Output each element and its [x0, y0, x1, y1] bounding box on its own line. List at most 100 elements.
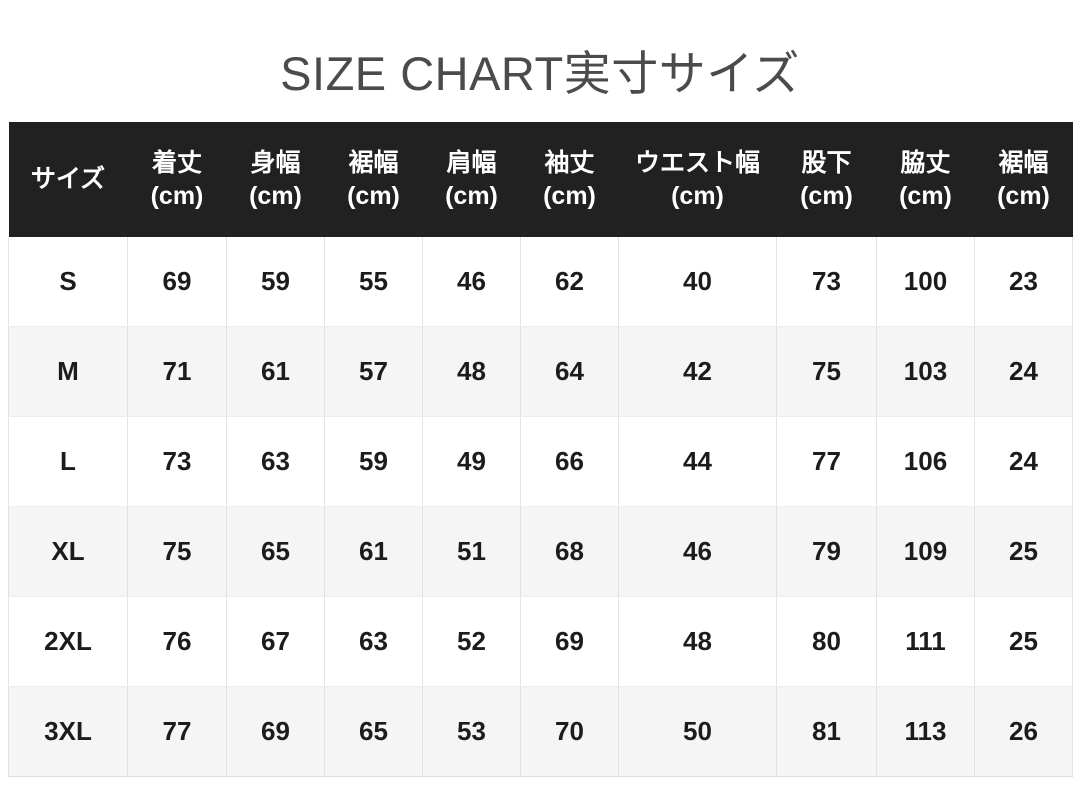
measurement-cell: 66 — [520, 416, 619, 507]
measurement-cell: 69 — [520, 596, 619, 687]
measurement-cell: 77 — [776, 416, 877, 507]
measurement-cell: 67 — [226, 596, 325, 687]
size-chart-table-wrapper: サイズ 着丈 (cm) 身幅 (cm) 裾幅 (cm) 肩幅 (cm) 袖丈 (cm) ウエスト幅 (c… — [8, 122, 1073, 777]
measurement-cell: 111 — [876, 596, 975, 687]
measurement-cell: 50 — [618, 686, 777, 777]
measurement-cell: 81 — [776, 686, 877, 777]
measurement-cell: 71 — [127, 326, 227, 417]
size-label-cell: M — [8, 326, 128, 417]
measurement-cell: 100 — [876, 237, 975, 327]
column-header-3: 裾幅 (cm) — [324, 122, 423, 237]
size-chart-table: サイズ 着丈 (cm) 身幅 (cm) 裾幅 (cm) 肩幅 (cm) 袖丈 (cm) ウエスト幅 (c… — [8, 122, 1073, 777]
column-header-label: 袖丈 — [544, 148, 595, 177]
table-header: サイズ 着丈 (cm) 身幅 (cm) 裾幅 (cm) 肩幅 (cm) 袖丈 (cm) ウエスト幅 (c… — [8, 122, 1073, 237]
measurement-cell: 48 — [422, 326, 521, 417]
table-row: L 73 63 59 49 66 44 77 106 24 — [8, 416, 1073, 507]
measurement-cell: 75 — [127, 506, 227, 597]
column-header-unit: (cm) — [347, 181, 400, 210]
column-header-8: 脇丈 (cm) — [876, 122, 975, 237]
table-row: M 71 61 57 48 64 42 75 103 24 — [8, 326, 1073, 417]
column-header-1: 着丈 (cm) — [127, 122, 227, 237]
measurement-cell: 80 — [776, 596, 877, 687]
measurement-cell: 61 — [324, 506, 423, 597]
table-row: XL 75 65 61 51 68 46 79 109 25 — [8, 506, 1073, 597]
measurement-cell: 109 — [876, 506, 975, 597]
column-header-unit: (cm) — [800, 181, 853, 210]
measurement-cell: 57 — [324, 326, 423, 417]
measurement-cell: 65 — [226, 506, 325, 597]
column-header-label: 裾幅 — [998, 148, 1049, 177]
measurement-cell: 79 — [776, 506, 877, 597]
column-header-label: 股下 — [801, 148, 852, 177]
measurement-cell: 40 — [618, 237, 777, 327]
column-header-unit: (cm) — [249, 181, 302, 210]
column-header-label: 裾幅 — [348, 148, 399, 177]
column-header-unit: (cm) — [899, 181, 952, 210]
column-header-label: 脇丈 — [900, 148, 951, 177]
measurement-cell: 65 — [324, 686, 423, 777]
column-header-6: ウエスト幅 (cm) — [618, 122, 777, 237]
column-header-9: 裾幅 (cm) — [974, 122, 1073, 237]
measurement-cell: 24 — [974, 326, 1073, 417]
column-header-5: 袖丈 (cm) — [520, 122, 619, 237]
column-header-unit: (cm) — [543, 181, 596, 210]
column-header-label: 肩幅 — [446, 148, 497, 177]
table-row: S 69 59 55 46 62 40 73 100 23 — [8, 237, 1073, 327]
measurement-cell: 26 — [974, 686, 1073, 777]
measurement-cell: 106 — [876, 416, 975, 507]
measurement-cell: 75 — [776, 326, 877, 417]
measurement-cell: 42 — [618, 326, 777, 417]
measurement-cell: 70 — [520, 686, 619, 777]
table-header-row: サイズ 着丈 (cm) 身幅 (cm) 裾幅 (cm) 肩幅 (cm) 袖丈 (cm) ウエスト幅 (c… — [8, 122, 1073, 237]
measurement-cell: 61 — [226, 326, 325, 417]
column-header-7: 股下 (cm) — [776, 122, 877, 237]
measurement-cell: 59 — [324, 416, 423, 507]
measurement-cell: 68 — [520, 506, 619, 597]
column-header-2: 身幅 (cm) — [226, 122, 325, 237]
measurement-cell: 25 — [974, 506, 1073, 597]
size-label-cell: XL — [8, 506, 128, 597]
measurement-cell: 24 — [974, 416, 1073, 507]
measurement-cell: 73 — [127, 416, 227, 507]
column-header-label: ウエスト幅 — [634, 148, 760, 177]
column-header-unit: (cm) — [997, 181, 1050, 210]
measurement-cell: 55 — [324, 237, 423, 327]
column-header-label: 着丈 — [151, 148, 202, 177]
column-header-label: サイズ — [30, 165, 106, 193]
size-label-cell: S — [8, 237, 128, 327]
column-header-unit: (cm) — [150, 181, 204, 210]
measurement-cell: 64 — [520, 326, 619, 417]
page-title: SIZE CHART実寸サイズ — [280, 47, 800, 100]
measurement-cell: 69 — [127, 237, 227, 327]
measurement-cell: 53 — [422, 686, 521, 777]
table-row: 3XL 77 69 65 53 70 50 81 113 26 — [8, 686, 1073, 777]
measurement-cell: 76 — [127, 596, 227, 687]
measurement-cell: 103 — [876, 326, 975, 417]
measurement-cell: 63 — [226, 416, 325, 507]
measurement-cell: 62 — [520, 237, 619, 327]
size-label-cell: L — [8, 416, 128, 507]
size-label-cell: 3XL — [8, 686, 128, 777]
measurement-cell: 46 — [618, 506, 777, 597]
measurement-cell: 51 — [422, 506, 521, 597]
measurement-cell: 69 — [226, 686, 325, 777]
size-label-cell: 2XL — [8, 596, 128, 687]
measurement-cell: 59 — [226, 237, 325, 327]
table-row: 2XL 76 67 63 52 69 48 80 111 25 — [8, 596, 1073, 687]
column-header-label: 身幅 — [250, 148, 301, 177]
measurement-cell: 73 — [776, 237, 877, 327]
measurement-cell: 46 — [422, 237, 521, 327]
measurement-cell: 44 — [618, 416, 777, 507]
column-header-0: サイズ — [8, 122, 128, 237]
measurement-cell: 49 — [422, 416, 521, 507]
table-body: S 69 59 55 46 62 40 73 100 23 M 71 61 57 48 64 42 75 103 24… — [8, 237, 1073, 777]
column-header-unit: (cm) — [671, 181, 724, 210]
measurement-cell: 52 — [422, 596, 521, 687]
measurement-cell: 113 — [876, 686, 975, 777]
measurement-cell: 25 — [974, 596, 1073, 687]
measurement-cell: 23 — [974, 237, 1073, 327]
measurement-cell: 48 — [618, 596, 777, 687]
measurement-cell: 77 — [127, 686, 227, 777]
measurement-cell: 63 — [324, 596, 423, 687]
